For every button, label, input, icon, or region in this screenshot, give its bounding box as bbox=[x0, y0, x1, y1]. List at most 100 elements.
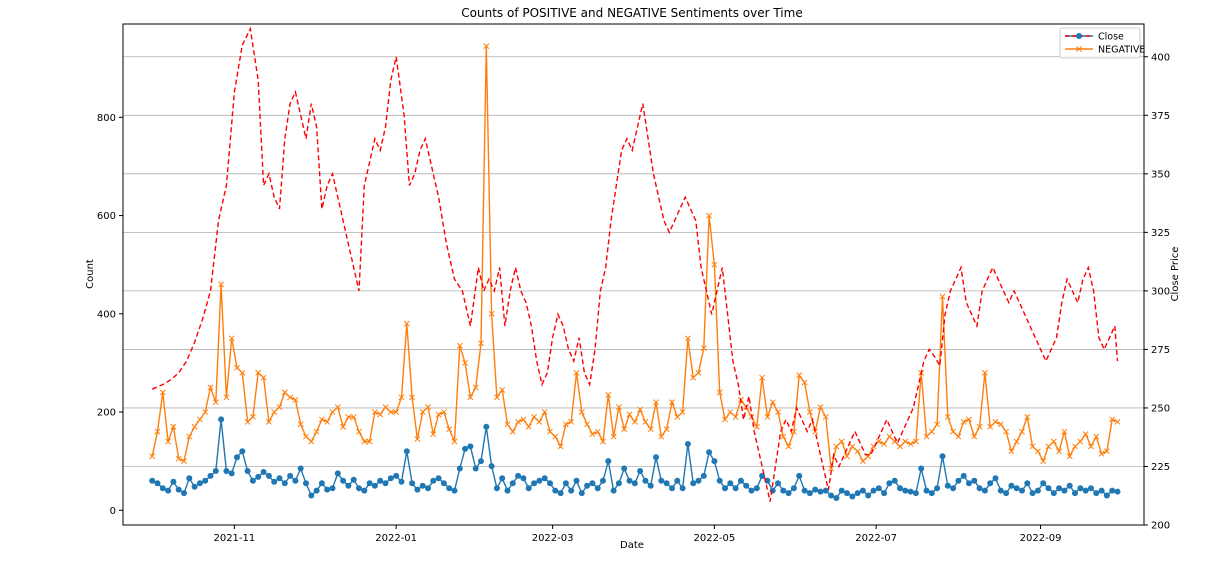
point-negative-94 bbox=[647, 426, 654, 433]
point-negative-1 bbox=[154, 428, 161, 435]
point-negative-166 bbox=[1029, 443, 1036, 450]
point-close-48 bbox=[403, 448, 410, 455]
point-close-2 bbox=[159, 485, 166, 492]
point-negative-105 bbox=[706, 212, 713, 219]
point-close-171 bbox=[1056, 485, 1063, 492]
point-close-50 bbox=[414, 486, 421, 493]
x-tick-label-1: 2022-01 bbox=[375, 533, 417, 544]
point-close-175 bbox=[1077, 485, 1084, 492]
point-close-43 bbox=[377, 477, 384, 484]
point-negative-66 bbox=[499, 386, 506, 393]
point-close-45 bbox=[387, 475, 394, 482]
point-close-112 bbox=[743, 482, 750, 489]
point-close-71 bbox=[525, 485, 532, 492]
point-negative-3 bbox=[165, 438, 172, 445]
point-negative-82 bbox=[584, 421, 591, 428]
point-close-177 bbox=[1088, 485, 1094, 492]
series-line-negative bbox=[151, 46, 1118, 469]
point-close-103 bbox=[695, 477, 702, 484]
point-negative-60 bbox=[467, 394, 474, 401]
y2-axis-title: Close Price bbox=[1170, 247, 1181, 302]
point-close-39 bbox=[356, 485, 362, 492]
point-negative-62 bbox=[478, 340, 484, 347]
point-negative-101 bbox=[684, 335, 691, 342]
point-negative-172 bbox=[1061, 428, 1068, 435]
point-negative-97 bbox=[663, 426, 670, 433]
point-close-97 bbox=[663, 480, 670, 487]
point-close-117 bbox=[769, 487, 776, 494]
point-close-133 bbox=[854, 490, 861, 497]
point-negative-126 bbox=[817, 404, 824, 411]
point-close-25 bbox=[281, 480, 288, 487]
point-negative-175 bbox=[1077, 438, 1084, 445]
point-close-63 bbox=[483, 423, 490, 430]
point-negative-9 bbox=[196, 416, 203, 423]
point-close-6 bbox=[181, 490, 187, 497]
point-negative-134 bbox=[859, 458, 866, 465]
point-negative-78 bbox=[562, 421, 569, 428]
point-negative-73 bbox=[536, 418, 543, 425]
point-negative-35 bbox=[334, 404, 341, 411]
point-close-15 bbox=[228, 470, 235, 477]
point-close-152 bbox=[955, 477, 962, 484]
point-close-18 bbox=[244, 468, 251, 474]
point-close-65 bbox=[493, 485, 500, 492]
point-negative-131 bbox=[844, 453, 850, 460]
point-close-58 bbox=[456, 465, 463, 472]
point-close-81 bbox=[578, 490, 585, 497]
point-negative-144 bbox=[912, 438, 919, 445]
point-close-47 bbox=[398, 478, 405, 485]
point-negative-148 bbox=[934, 421, 941, 428]
point-close-96 bbox=[658, 477, 665, 484]
point-close-53 bbox=[430, 477, 437, 484]
point-close-111 bbox=[737, 477, 744, 484]
point-negative-142 bbox=[902, 438, 909, 445]
y2-tick-label-4: 300 bbox=[1151, 286, 1170, 297]
point-negative-99 bbox=[674, 413, 681, 420]
point-negative-77 bbox=[557, 443, 564, 450]
y-tick-label-4: 800 bbox=[97, 113, 116, 124]
point-close-57 bbox=[451, 487, 458, 494]
series-line-close-price bbox=[151, 26, 1119, 502]
point-negative-167 bbox=[1034, 448, 1041, 455]
axes: 2021-11 2022-01 2022-03 2022-05 2022-07 2022-… bbox=[97, 52, 1170, 544]
series-close bbox=[149, 416, 1121, 501]
point-close-148 bbox=[934, 485, 941, 492]
point-close-162 bbox=[1008, 482, 1015, 489]
point-close-70 bbox=[520, 475, 527, 482]
point-negative-124 bbox=[806, 409, 813, 415]
point-close-90 bbox=[626, 477, 633, 484]
point-negative-47 bbox=[398, 394, 405, 401]
legend: Close NEGATIVE bbox=[1059, 27, 1145, 59]
point-close-75 bbox=[547, 480, 553, 487]
point-negative-137 bbox=[875, 438, 882, 445]
point-close-78 bbox=[562, 480, 569, 487]
point-negative-64 bbox=[488, 310, 495, 317]
point-negative-87 bbox=[610, 433, 617, 440]
point-negative-15 bbox=[228, 335, 235, 342]
x-axis-title: Date bbox=[620, 540, 644, 551]
point-negative-178 bbox=[1093, 433, 1100, 440]
point-negative-154 bbox=[966, 416, 972, 423]
point-close-83 bbox=[589, 480, 596, 487]
point-close-158 bbox=[987, 480, 994, 487]
point-negative-173 bbox=[1066, 453, 1073, 460]
point-negative-180 bbox=[1103, 448, 1110, 455]
point-negative-107 bbox=[716, 389, 723, 396]
point-close-163 bbox=[1013, 485, 1020, 492]
point-negative-91 bbox=[631, 418, 638, 425]
y-tick-label-0: 0 bbox=[110, 506, 116, 517]
point-negative-38 bbox=[350, 413, 357, 420]
point-close-79 bbox=[568, 487, 575, 494]
point-close-21 bbox=[260, 469, 267, 475]
point-negative-129 bbox=[833, 443, 840, 450]
point-close-114 bbox=[753, 485, 760, 492]
point-close-151 bbox=[950, 485, 957, 492]
point-negative-22 bbox=[265, 418, 272, 425]
point-close-62 bbox=[478, 458, 484, 465]
point-negative-49 bbox=[409, 394, 416, 401]
point-negative-98 bbox=[668, 399, 675, 406]
point-close-9 bbox=[196, 480, 203, 487]
point-close-168 bbox=[1040, 480, 1047, 487]
